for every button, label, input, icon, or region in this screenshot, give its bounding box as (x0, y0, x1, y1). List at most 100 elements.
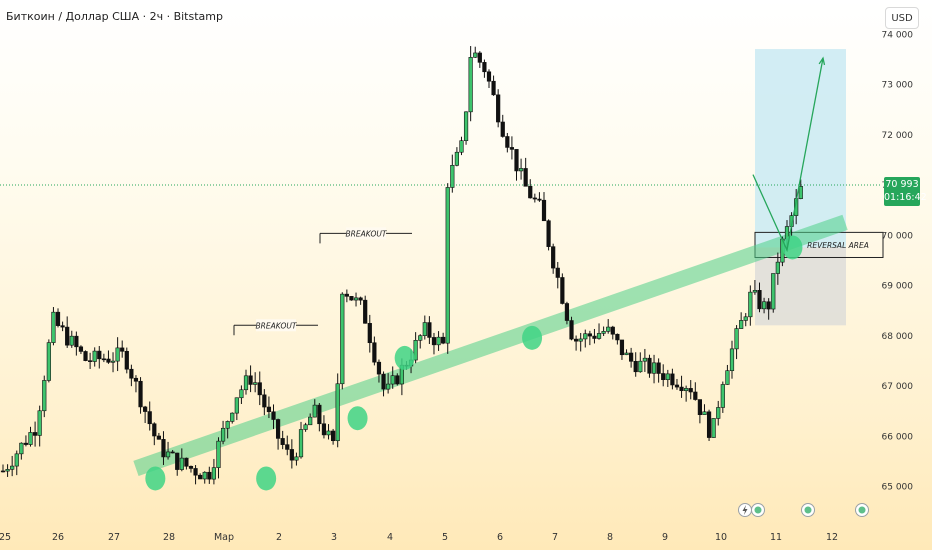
candle-body-bear (757, 290, 762, 310)
candle (463, 111, 469, 145)
candle (532, 193, 537, 203)
event-icon-dot (858, 506, 866, 514)
candle-body-bull (42, 380, 47, 412)
candle (537, 192, 542, 202)
candle-body-bull (743, 316, 748, 321)
candle-body-bull (711, 418, 716, 438)
y-tick-label: 74 000 (882, 31, 914, 41)
y-tick-label: 73 000 (882, 81, 914, 91)
candle-body-bull (51, 311, 56, 343)
candle (46, 339, 51, 383)
candle-body-bear (569, 320, 574, 340)
candle-body-bull (46, 342, 51, 381)
candle (216, 437, 221, 479)
candle (413, 332, 418, 364)
candle (798, 179, 803, 200)
candle (518, 158, 524, 180)
candle (211, 458, 217, 485)
candle (193, 465, 198, 485)
x-tick-label: 8 (607, 532, 613, 543)
candle (642, 348, 647, 372)
candle-body-bull (734, 328, 739, 350)
candle-body-bear (193, 468, 198, 476)
candle-body-bear (688, 388, 693, 393)
candle-body-bull (326, 430, 331, 436)
candle (656, 358, 661, 383)
trend-channel (133, 214, 848, 476)
candle-body-bear (367, 323, 372, 344)
candle (509, 136, 515, 160)
candle-body-bear (528, 185, 533, 199)
candle (248, 365, 253, 393)
candle-body-bear (766, 301, 771, 310)
candle (541, 192, 547, 222)
candle (239, 385, 244, 404)
candle (42, 375, 47, 418)
candle (363, 295, 368, 324)
x-tick-label: 25 (0, 532, 11, 543)
candle (739, 312, 744, 329)
candle (473, 46, 478, 58)
candle-body-bull (179, 457, 184, 470)
candle-body-bear (509, 147, 515, 150)
projection-path (752, 57, 824, 253)
candle-body-bear (331, 430, 336, 442)
candle (165, 441, 171, 460)
candle (106, 350, 111, 364)
candle-body-bull (165, 451, 171, 458)
candle-body-bear (23, 442, 29, 445)
candle-body-bear (477, 52, 482, 63)
candle (761, 297, 767, 314)
candle-body-bear (198, 474, 203, 480)
candle (340, 292, 345, 390)
candle-body-bear (551, 246, 556, 269)
candle-body-bear (88, 360, 93, 362)
x-tick-label: 7 (552, 532, 558, 543)
candle-body-bear (537, 198, 542, 201)
candle-body-bull (642, 357, 647, 362)
candle-body-bull (422, 322, 427, 336)
candle (436, 331, 441, 351)
reversal-area-label: REVERSAL AREA (807, 241, 869, 250)
candle (23, 435, 29, 447)
candle-body-bear (143, 406, 148, 412)
currency-button[interactable]: USD (885, 7, 919, 29)
candle-body-bear (207, 471, 212, 480)
candle (615, 333, 620, 345)
candle-body-bear (280, 438, 285, 445)
candle (372, 336, 377, 366)
candle (321, 415, 327, 439)
marker-circle (782, 235, 803, 260)
candle-body-bull (386, 383, 391, 390)
candle (766, 298, 771, 320)
candle-body-bull (638, 360, 643, 373)
candle (569, 316, 574, 341)
candle-body-bull (716, 407, 721, 419)
candle (243, 369, 249, 395)
candle (55, 308, 61, 328)
candle (138, 377, 143, 414)
candle-body-bear (486, 71, 492, 82)
candle-body-bear (610, 326, 615, 335)
candle-body-bear (147, 411, 152, 425)
candle-body-bull (445, 187, 450, 344)
candle (188, 465, 194, 473)
candle-body-bull (665, 373, 670, 380)
candle-body-bear (257, 382, 262, 396)
candle-body-bull (220, 427, 226, 442)
candle-body-bull (234, 397, 239, 414)
candle-body-bull (459, 140, 464, 153)
candle-body-bear (619, 339, 625, 356)
candle-body-bull (298, 429, 304, 458)
candle (0, 464, 6, 473)
candle-body-bear (363, 299, 368, 324)
candle (725, 364, 730, 385)
candle-body-bull (19, 442, 24, 455)
current-price-badge: 70 993 01:16:42 (884, 177, 927, 206)
candle (32, 421, 38, 447)
candle (271, 404, 276, 430)
candle-body-bull (473, 52, 478, 58)
candle (376, 359, 382, 383)
